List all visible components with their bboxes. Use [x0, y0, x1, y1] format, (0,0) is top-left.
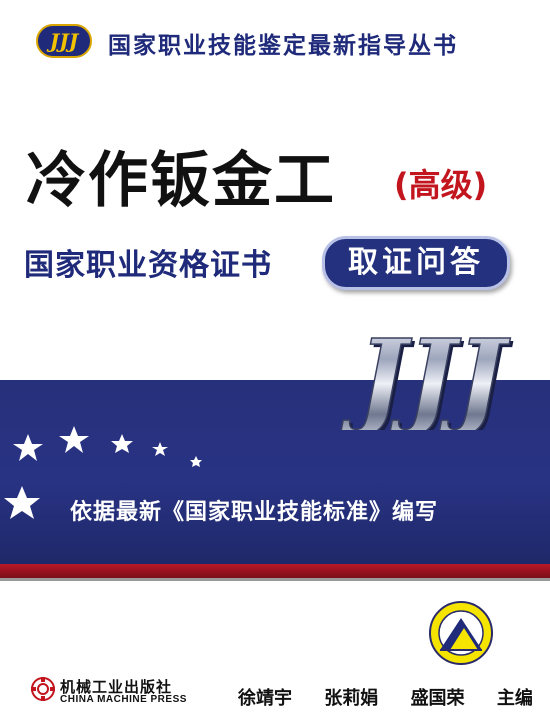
star-icon	[152, 442, 168, 456]
blue-band	[0, 380, 550, 564]
authors-line: 徐靖宇 张莉娟 盛国荣 主编	[238, 684, 533, 710]
svg-text:JJJ: JJJ	[46, 29, 80, 53]
level-label: (高级)	[394, 166, 488, 204]
svg-text:JJJ: JJJ	[343, 319, 513, 430]
star-icon	[59, 426, 89, 453]
star-icon	[190, 456, 202, 467]
series-title: 国家职业技能鉴定最新指导丛书	[108, 32, 458, 59]
author-name: 徐靖宇	[238, 688, 292, 709]
svg-text:JJJ: JJJ	[340, 318, 510, 430]
red-stripe	[0, 564, 550, 578]
qa-badge: 取证问答	[322, 236, 510, 290]
publisher-name-en: CHINA MACHINE PRESS	[60, 694, 187, 705]
book-title: 冷作钣金工	[26, 146, 336, 216]
jjj-logo: JJJ JJJ	[339, 318, 513, 430]
seal-badge	[429, 601, 493, 665]
publisher-logo	[31, 677, 55, 701]
star-icon	[13, 434, 43, 461]
author-name: 盛国荣	[410, 688, 465, 709]
stars-decoration	[4, 426, 202, 519]
standard-line: 依据最新《国家职业技能标准》编写	[70, 499, 439, 525]
author-role: 主编	[496, 688, 533, 709]
divider-line	[0, 578, 550, 581]
publisher-name: 机械工业出版社	[60, 678, 173, 696]
star-icon	[4, 486, 40, 519]
author-name: 张莉娟	[324, 688, 379, 709]
series-logo: JJJ	[36, 24, 92, 58]
qa-badge-label: 取证问答	[348, 245, 484, 280]
star-icon	[111, 434, 133, 453]
subtitle: 国家职业资格证书	[24, 248, 272, 283]
